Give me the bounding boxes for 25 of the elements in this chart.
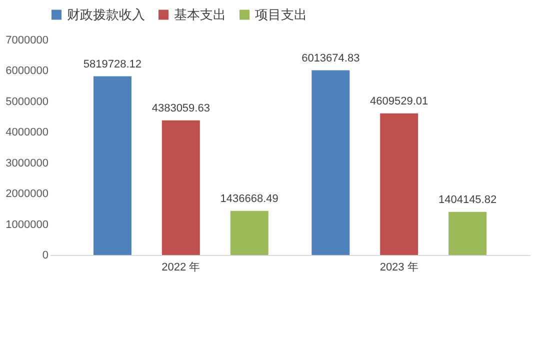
bar bbox=[312, 70, 350, 255]
bar bbox=[93, 76, 132, 255]
bar bbox=[380, 113, 418, 255]
y-tick-label: 1000000 bbox=[6, 218, 48, 231]
y-tick-label: 6000000 bbox=[6, 65, 48, 78]
y-tick-label: 5000000 bbox=[6, 96, 48, 108]
data-label: 1404145.82 bbox=[438, 194, 497, 206]
data-label: 5819728.12 bbox=[83, 58, 142, 70]
y-tick-label: 3000000 bbox=[6, 157, 48, 170]
data-label: 1436668.49 bbox=[220, 192, 278, 205]
bar bbox=[162, 120, 200, 255]
data-label: 4383059.63 bbox=[152, 102, 210, 114]
legend-label: 财政拨款收入 bbox=[67, 6, 145, 22]
y-tick-label: 0 bbox=[42, 250, 48, 262]
bar bbox=[230, 210, 268, 255]
legend-label: 基本支出 bbox=[174, 6, 226, 22]
bar bbox=[448, 212, 487, 255]
data-label: 4609529.01 bbox=[370, 95, 428, 108]
legend-label: 项目支出 bbox=[255, 6, 307, 22]
y-tick-label: 4000000 bbox=[6, 126, 48, 139]
x-tick-label: 2022 年 bbox=[162, 262, 200, 274]
y-tick-label: 2000000 bbox=[6, 188, 48, 200]
data-label: 6013674.83 bbox=[302, 52, 360, 64]
y-tick-label: 7000000 bbox=[6, 34, 48, 46]
x-tick-label: 2023 年 bbox=[380, 262, 418, 274]
